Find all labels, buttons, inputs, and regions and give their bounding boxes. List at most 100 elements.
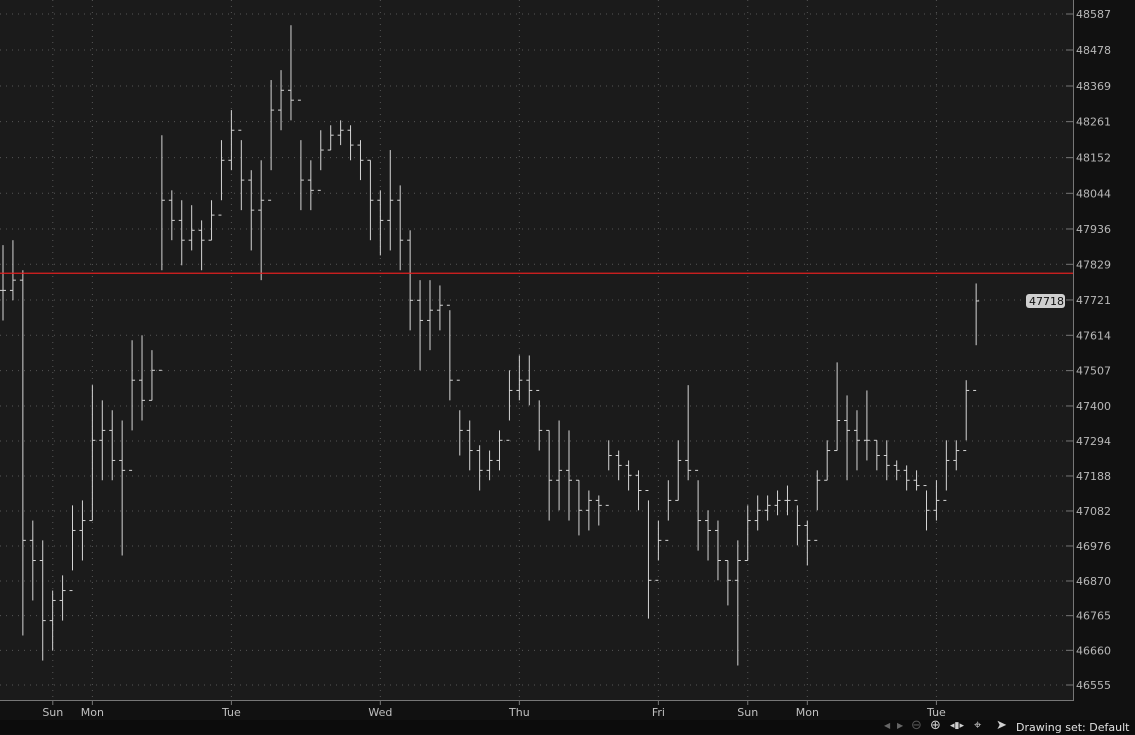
ohlc-bar [595, 495, 602, 526]
ohlc-bar [297, 99, 304, 211]
ohlc-bar [129, 340, 136, 471]
ohlc-bar [387, 150, 394, 251]
price-chart[interactable]: 48587 48478 48369 48261 48152 48044 47936 47829… [0, 0, 1135, 720]
ohlc-bar [188, 205, 195, 251]
ohlc-bar [168, 190, 175, 241]
crosshair-icon[interactable]: ⌖ [974, 718, 982, 733]
ohlc-bar [516, 355, 523, 401]
ohlc-bar [307, 160, 314, 211]
ohlc-bar [158, 135, 165, 371]
ohlc-bar [248, 170, 255, 251]
ohlc-bar [218, 140, 225, 216]
ohlc-bar [794, 499, 801, 546]
scroll-left-icon[interactable]: ◀ [884, 721, 891, 730]
ohlc-bar [69, 505, 76, 592]
ohlc-bar [863, 390, 870, 461]
ohlc-bar [258, 160, 265, 281]
x-tick-label: Tue [926, 706, 946, 719]
ohlc-bar [436, 285, 443, 331]
ohlc-bar [714, 520, 721, 581]
ohlc-bar [655, 520, 662, 581]
ohlc-bar [724, 560, 731, 606]
x-tick-label: Mon [796, 706, 819, 719]
y-tick-label: 46660 [1076, 644, 1111, 657]
ohlc-bar [278, 70, 285, 131]
zoom-in-icon[interactable]: ⊕ [930, 718, 941, 733]
ohlc-bar [923, 485, 930, 531]
y-tick-label: 46976 [1076, 540, 1111, 553]
ohlc-bar [337, 120, 344, 146]
ohlc-bar [556, 420, 563, 511]
y-tick-label: 47188 [1076, 470, 1111, 483]
ohlc-bar [585, 490, 592, 531]
y-tick-label: 47400 [1076, 400, 1111, 413]
ohlc-bar [417, 280, 424, 371]
ohlc-bar [148, 350, 155, 401]
ohlc-bar [466, 420, 473, 471]
y-tick-label: 47082 [1076, 505, 1111, 518]
price-axis-area [1074, 0, 1135, 720]
x-tick-label: Mon [81, 706, 104, 719]
ohlc-bar [973, 283, 980, 391]
pan-icon[interactable]: ◂▮▸ [950, 721, 964, 731]
ohlc-bar [913, 470, 920, 491]
ohlc-bar [426, 280, 433, 351]
ohlc-bar [29, 520, 36, 601]
ohlc-bar [327, 125, 334, 151]
ohlc-bar [903, 465, 910, 491]
x-tick-label: Sun [737, 706, 758, 719]
ohlc-bar [566, 430, 573, 521]
ohlc-bar [109, 410, 116, 481]
ohlc-bar [526, 355, 533, 406]
ohlc-bar [238, 129, 245, 211]
ohlc-bar [506, 370, 513, 441]
y-tick-label: 47294 [1076, 435, 1111, 448]
y-tick-label: 48261 [1076, 116, 1111, 129]
ohlc-bar [625, 460, 632, 491]
ohlc-bar [59, 575, 66, 621]
ohlc-bar [198, 220, 205, 271]
ohlc-bar [99, 400, 106, 481]
ohlc-bar [695, 469, 702, 551]
y-tick-label: 46555 [1076, 679, 1111, 692]
ohlc-bar [734, 540, 741, 666]
ohlc-bar [873, 439, 880, 471]
scroll-right-icon[interactable]: ▶ [897, 721, 904, 730]
y-tick-label: 47614 [1076, 329, 1111, 342]
zoom-out-icon[interactable]: ⊖ [911, 718, 922, 733]
y-tick-label: 48044 [1076, 187, 1111, 200]
drawing-set-label[interactable]: Drawing set: Default [1016, 721, 1130, 734]
ohlc-bar [953, 440, 960, 471]
ohlc-bar [536, 389, 543, 451]
ohlc-bar [705, 510, 712, 561]
x-tick-label: Fri [652, 706, 665, 719]
ohlc-bar [893, 460, 900, 481]
pointer-icon[interactable]: ➤ [996, 718, 1007, 733]
axes: 48587 48478 48369 48261 48152 48044 47936 47829… [0, 0, 1111, 719]
y-tick-label: 47507 [1076, 365, 1111, 378]
ohlc-bar [39, 540, 46, 661]
ohlc-bar [0, 245, 6, 321]
ohlc-bar [268, 80, 275, 201]
ohlc-bar [963, 380, 970, 452]
ohlc-bar [357, 140, 364, 181]
y-tick-label: 47829 [1076, 258, 1111, 271]
ohlc-bar [814, 470, 821, 541]
ohlc-bar [397, 185, 404, 271]
ohlc-bar [287, 25, 294, 121]
ohlc-bar [407, 230, 414, 331]
x-tick-label: Sun [42, 706, 63, 719]
ohlc-bar [9, 240, 16, 301]
grid [0, 0, 1066, 700]
ohlc-bar [605, 440, 612, 506]
ohlc-bar [486, 450, 493, 481]
y-tick-label: 46765 [1076, 610, 1111, 623]
ohlc-bar [119, 420, 126, 556]
current-price-badge [1026, 293, 1065, 308]
ohlc-bar [744, 505, 751, 562]
x-tick-label: Tue [221, 706, 241, 719]
ohlc-bar [824, 440, 831, 481]
ohlc-bar [317, 130, 324, 191]
ohlc-bar [685, 385, 692, 481]
ohlc-bar [635, 470, 642, 511]
